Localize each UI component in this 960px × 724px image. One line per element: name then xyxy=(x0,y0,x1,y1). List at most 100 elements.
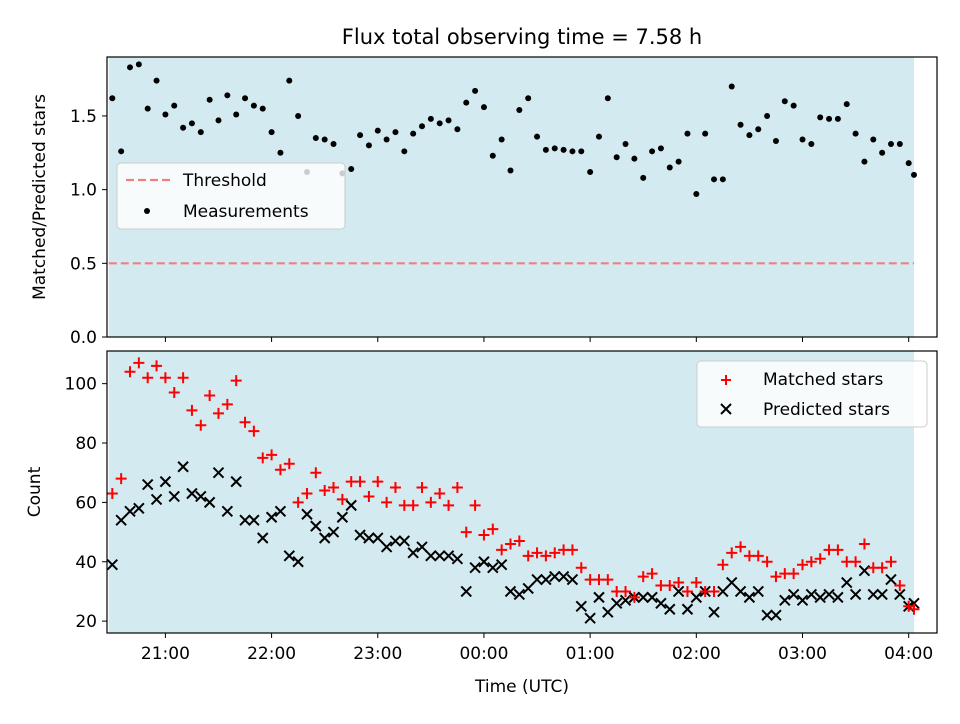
measurement-point xyxy=(224,92,231,99)
count-y-ticks: 20 40 60 80 100 xyxy=(65,375,107,632)
legend-predicted-label: Predicted stars xyxy=(763,400,890,420)
measurement-point xyxy=(312,135,319,142)
time-x-axis-label: Time (UTC) xyxy=(474,677,569,697)
legend-measurements-swatch xyxy=(144,208,150,214)
time-x-tick-label: 22:00 xyxy=(247,644,296,664)
predicted-star-marker xyxy=(168,490,180,503)
predicted-star-marker xyxy=(257,532,269,544)
matched-star-marker xyxy=(522,550,534,562)
matched-star-marker xyxy=(540,550,552,562)
predicted-star-marker xyxy=(894,588,906,601)
predicted-star-marker xyxy=(867,588,879,601)
predicted-star-marker xyxy=(248,514,260,526)
measurement-point xyxy=(578,148,585,155)
matched-star-marker xyxy=(310,467,322,479)
predicted-star-marker xyxy=(407,547,419,559)
predicted-star-marker xyxy=(708,606,720,618)
measurement-point xyxy=(153,77,160,84)
measurement-point xyxy=(684,130,691,137)
matched-star-marker xyxy=(363,490,375,502)
matched-star-marker xyxy=(531,547,543,559)
matched-star-marker xyxy=(195,419,207,431)
matched-star-marker xyxy=(451,482,463,494)
matched-star-marker xyxy=(328,482,340,494)
measurement-point xyxy=(728,83,735,90)
predicted-star-marker xyxy=(655,597,667,610)
matched-star-marker xyxy=(770,571,782,583)
count-y-tick-label: 60 xyxy=(75,493,97,513)
measurement-point xyxy=(799,136,806,143)
measurement-point xyxy=(551,145,558,152)
measurement-point xyxy=(887,140,894,147)
measurement-point xyxy=(507,167,514,174)
predicted-star-marker xyxy=(513,588,526,601)
matched-star-marker xyxy=(443,499,455,511)
matched-star-marker xyxy=(885,556,897,568)
measurement-point xyxy=(711,176,718,183)
matched-star-marker xyxy=(876,562,888,574)
measurement-point xyxy=(666,164,673,171)
matched-star-marker xyxy=(487,523,499,535)
predicted-star-marker xyxy=(734,585,747,598)
predicted-star-marker xyxy=(522,582,534,595)
measurement-point xyxy=(542,146,549,153)
predicted-star-marker xyxy=(124,505,136,518)
predicted-star-marker xyxy=(203,496,216,509)
count-panel-frame xyxy=(106,350,938,634)
predicted-star-marker xyxy=(602,606,614,618)
measurement-point xyxy=(843,101,850,108)
predicted-star-marker xyxy=(487,561,499,574)
matched-star-marker xyxy=(354,476,366,488)
measurement-point xyxy=(879,149,886,156)
predicted-star-marker xyxy=(212,466,225,479)
matched-star-marker xyxy=(894,580,906,592)
time-x-tick-label: 21:00 xyxy=(141,644,190,664)
measurement-point xyxy=(861,158,868,165)
predicted-star-marker xyxy=(841,576,853,589)
predicted-star-marker xyxy=(540,573,552,586)
predicted-star-marker xyxy=(354,529,366,541)
matched-star-marker xyxy=(735,541,747,553)
predicted-star-marker xyxy=(726,576,738,589)
predicted-star-marker xyxy=(265,511,278,523)
predicted-star-marker xyxy=(186,487,198,500)
measurement-point xyxy=(516,107,523,114)
matched-star-marker xyxy=(717,559,729,571)
matched-star-marker xyxy=(204,390,216,402)
measurement-point xyxy=(702,130,709,137)
measurement-point xyxy=(472,87,479,94)
time-x-tick-label: 04:00 xyxy=(884,644,933,664)
predicted-star-marker xyxy=(451,553,464,565)
measurement-point xyxy=(321,136,328,143)
count-legend-box xyxy=(696,360,928,428)
matched-star-marker xyxy=(504,538,516,550)
matched-star-marker xyxy=(124,366,136,378)
measurement-point xyxy=(896,140,903,147)
matched-star-marker xyxy=(266,449,278,461)
measurement-point xyxy=(286,77,293,84)
matched-star-marker xyxy=(283,458,295,470)
matched-star-marker xyxy=(761,556,773,568)
measurement-points xyxy=(109,61,917,198)
measurement-point xyxy=(746,132,753,139)
measurement-point xyxy=(277,149,284,156)
matched-star-marker xyxy=(212,407,224,419)
predicted-star-marker xyxy=(557,570,570,583)
matched-star-marker xyxy=(425,496,437,508)
predicted-star-marker xyxy=(318,532,331,544)
predicted-star-marker xyxy=(106,559,119,571)
measurement-point xyxy=(604,95,611,102)
matched-star-marker xyxy=(301,487,313,499)
measurement-point xyxy=(162,111,169,118)
predicted-star-marker xyxy=(398,535,411,547)
measurement-point xyxy=(188,120,195,127)
predicted-star-marker xyxy=(115,514,127,526)
measurement-point xyxy=(383,136,390,143)
ratio-x-ticks xyxy=(164,337,910,342)
matched-star-marker xyxy=(478,529,490,541)
measurement-point xyxy=(870,136,877,143)
time-x-tick-label: 02:00 xyxy=(672,644,721,664)
matched-star-marker xyxy=(106,487,118,499)
predicted-star-marker xyxy=(372,532,384,544)
